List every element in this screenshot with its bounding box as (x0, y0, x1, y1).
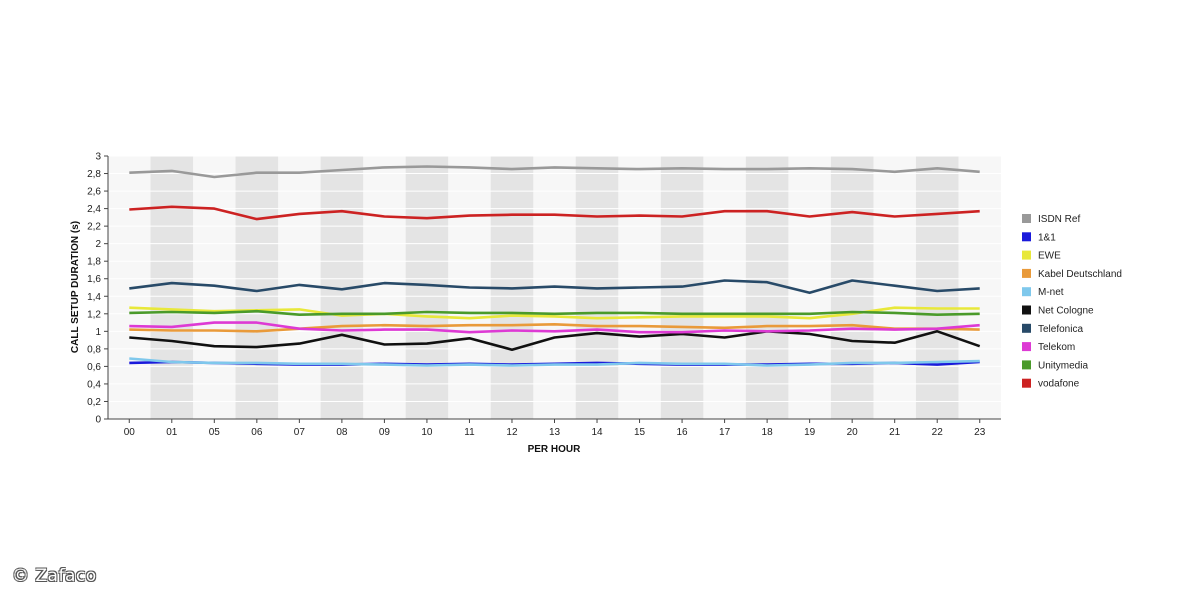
legend-swatch (1022, 214, 1031, 223)
series-lines (129, 165, 981, 367)
legend-swatch (1022, 268, 1031, 278)
y-tick-label: 1 (95, 327, 101, 338)
y-tick-label: 2,4 (87, 204, 101, 215)
y-tick-label: 2,6 (87, 187, 101, 198)
x-tick-label: 22 (932, 427, 944, 438)
x-tick-label: 08 (336, 427, 348, 438)
x-tick-label: 21 (889, 427, 901, 438)
legend-label: Net Cologne (1038, 306, 1094, 317)
y-tick-label: 1,8 (87, 257, 101, 268)
y-tick-label: 1,2 (87, 309, 101, 320)
series-line (129, 357, 980, 367)
series-line (129, 322, 980, 333)
series-line (129, 329, 981, 352)
legend-swatch (1022, 232, 1031, 242)
x-axis-title: PER HOUR (528, 444, 582, 455)
legend-label: Unitymedia (1038, 360, 1088, 371)
y-tick-label: 0 (95, 415, 101, 426)
x-tick-label: 16 (677, 427, 689, 438)
series-line (129, 165, 980, 179)
x-tick-label: 14 (591, 427, 603, 438)
column-band (235, 156, 279, 419)
legend-label: 1&1 (1038, 232, 1056, 243)
series-line (129, 205, 980, 221)
x-tick-label: 11 (464, 427, 475, 438)
y-tick-label: 0,8 (87, 344, 101, 355)
legend-swatch (1022, 342, 1031, 352)
column-band (830, 156, 874, 419)
legend-label: M-net (1038, 287, 1064, 298)
legend-swatch (1022, 378, 1031, 388)
legend-label: Kabel Deutschland (1038, 269, 1122, 280)
y-axis-ticks: 0 0,2 0,4 0,6 0,8 1 1,2 1,4 1,6 1,8 2 2,2 2,4 2,6 2,8 3 (87, 152, 108, 426)
column-band (745, 156, 789, 419)
series-line (129, 306, 980, 320)
legend: ISDN Ref 1&1 EWE Kabel Deutschland M-net Net … (1022, 214, 1122, 390)
copyright-watermark: © Zafaco (12, 566, 97, 586)
x-tick-label: 00 (124, 427, 136, 438)
x-tick-label: 15 (634, 427, 646, 438)
x-tick-label: 13 (549, 427, 561, 438)
y-tick-label: 2,8 (87, 169, 101, 180)
y-tick-label: 0,6 (87, 362, 101, 373)
x-tick-label: 17 (719, 427, 731, 438)
series-line (129, 321, 980, 334)
x-tick-label: 06 (251, 427, 263, 438)
x-tick-label: 05 (209, 427, 221, 438)
legend-swatch (1022, 360, 1031, 370)
legend-label: EWE (1038, 251, 1061, 262)
legend-label: Telekom (1038, 342, 1075, 353)
x-tick-label: 19 (804, 427, 816, 438)
x-tick-label: 18 (762, 427, 774, 438)
x-tick-label: 20 (847, 427, 859, 438)
legend-label: ISDN Ref (1038, 214, 1080, 225)
legend-swatch (1022, 250, 1031, 260)
y-axis-title: CALL SETUP DURATION (s) (70, 221, 81, 353)
x-tick-label: 10 (421, 427, 433, 438)
y-tick-label: 2 (95, 239, 101, 250)
legend-swatch (1022, 305, 1031, 315)
column-band (405, 156, 449, 419)
y-tick-label: 2,2 (87, 222, 101, 233)
x-tick-label: 12 (506, 427, 518, 438)
x-axis-ticks: 00 01 05 06 07 08 09 10 11 12 13 14 15 16 17 18 19 20 21 22… (124, 419, 986, 438)
legend-swatch (1022, 323, 1031, 333)
y-tick-label: 1,4 (87, 292, 101, 303)
x-tick-label: 23 (974, 427, 986, 438)
y-tick-label: 0,2 (87, 397, 101, 408)
column-band (915, 156, 959, 419)
x-tick-label: 07 (294, 427, 306, 438)
y-tick-label: 0,4 (87, 379, 101, 390)
legend-label: vodafone (1038, 379, 1080, 390)
column-band (150, 156, 194, 419)
x-tick-label: 09 (379, 427, 391, 438)
y-tick-label: 1,6 (87, 274, 101, 285)
series-line (129, 279, 980, 295)
x-tick-label: 01 (166, 427, 178, 438)
legend-swatch (1022, 287, 1031, 297)
series-line (129, 309, 980, 317)
y-tick-label: 3 (95, 152, 101, 163)
legend-label: Telefonica (1038, 324, 1083, 335)
